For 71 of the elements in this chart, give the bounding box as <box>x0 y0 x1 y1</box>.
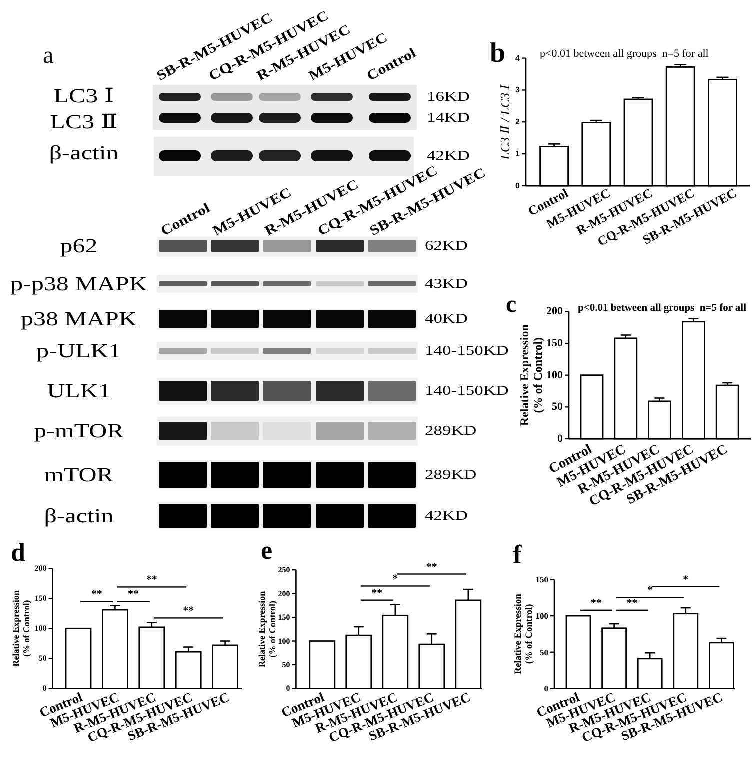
category-label: ULK1 <box>47 380 111 402</box>
category-label: 62KD <box>425 238 468 254</box>
category-label: mTOR <box>44 464 114 486</box>
category-label: β-actin <box>49 142 119 164</box>
chart-title: f <box>513 540 522 569</box>
chart-title: e <box>261 536 273 565</box>
annotation: ** <box>372 587 384 600</box>
category-label: p62 <box>60 234 98 258</box>
category-label: 43KD <box>425 276 468 292</box>
y-tick-label: 50 <box>38 654 47 664</box>
y-tick-label: 200 <box>34 564 47 574</box>
y-tick-label: 3 <box>516 86 521 95</box>
category-label: p-p38 MAPK <box>10 272 148 296</box>
y-axis-title: LC3 Ⅱ / LC3 Ⅰ <box>498 84 513 161</box>
y-tick-label: 100 <box>546 369 564 382</box>
y-tick-label: 200 <box>546 306 564 318</box>
y-tick-label: 4 <box>516 54 521 63</box>
y-tick-label: 50 <box>540 647 548 658</box>
annotation: ** <box>183 605 195 618</box>
annotation: * <box>392 573 399 586</box>
y-tick-label: 1 <box>516 150 521 159</box>
y-tick-label: 150 <box>278 613 290 622</box>
category-label: 42KD <box>427 148 470 164</box>
category-label: 289KD <box>425 468 477 482</box>
annotation: ** <box>426 561 438 574</box>
y-tick-label: 100 <box>34 624 47 634</box>
y-axis-title: Relative Expression (% of Control) <box>517 324 546 426</box>
y-tick-label: 250 <box>278 566 290 575</box>
category-label: β-actin <box>44 504 114 528</box>
y-tick-label: 0 <box>544 684 548 694</box>
annotation: ** <box>146 574 158 586</box>
category-label: LC3 Ⅱ <box>50 110 118 134</box>
y-tick-label: 0 <box>516 182 521 190</box>
y-tick-label: 50 <box>552 401 564 414</box>
category-label: 14KD <box>427 110 470 126</box>
category-label: 289KD <box>425 424 477 438</box>
annotation: * <box>683 574 690 586</box>
category-label: p38 MAPK <box>21 308 137 330</box>
chart-subtitle: p<0.01 between all groups n=5 for all <box>578 303 747 314</box>
y-tick-label: 50 <box>282 660 290 670</box>
y-tick-label: 0 <box>558 433 564 445</box>
category-label: 42KD <box>425 508 468 524</box>
y-axis-title: Relative Expression (% of Control) <box>256 591 278 668</box>
y-tick-label: 2 <box>516 118 521 127</box>
chart-title: b <box>490 38 506 69</box>
category-label: 16KD <box>427 90 470 104</box>
y-tick-label: 200 <box>278 589 290 598</box>
y-tick-label: 100 <box>278 636 290 646</box>
annotation: * <box>647 584 654 597</box>
y-tick-label: 150 <box>536 574 548 585</box>
y-tick-label: 100 <box>536 611 548 622</box>
y-axis-title: Relative Expression (% of Control) <box>10 590 32 667</box>
chart-title: c <box>506 292 517 318</box>
category-label: p-mTOR <box>34 420 124 442</box>
chart-title: d <box>11 538 26 567</box>
category-label: 140-150KD <box>425 344 509 358</box>
category-label: 40KD <box>425 312 468 326</box>
annotation: ** <box>626 597 638 610</box>
y-tick-label: 150 <box>546 338 564 350</box>
y-tick-label: 0 <box>42 684 47 694</box>
category-label: LC3 Ⅰ <box>54 84 114 108</box>
y-tick-label: 0 <box>286 684 290 694</box>
annotation: ** <box>128 588 140 601</box>
category-label: p-ULK1 <box>36 340 122 362</box>
annotation: ** <box>590 597 602 610</box>
chart-subtitle: p<0.01 between all groups n=5 for all <box>540 48 709 60</box>
category-label: 140-150KD <box>425 384 509 398</box>
y-tick-label: 150 <box>34 594 47 604</box>
y-axis-title: Relative Expression (% of Control) <box>514 593 535 674</box>
annotation: ** <box>91 588 103 601</box>
text: a <box>43 43 54 69</box>
